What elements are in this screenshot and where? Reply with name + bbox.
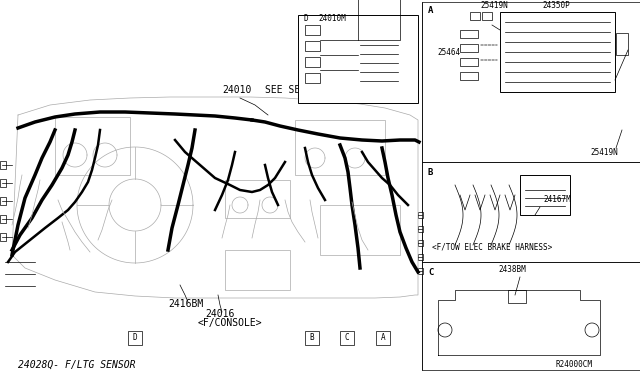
Bar	[460, 58, 478, 66]
Text: B: B	[310, 334, 314, 343]
Bar	[500, 12, 615, 92]
Text: A: A	[381, 334, 385, 343]
Bar	[305, 57, 320, 67]
Text: 24028Q- F/LTG SENSOR: 24028Q- F/LTG SENSOR	[18, 360, 136, 370]
Text: 24010: 24010	[222, 85, 252, 95]
Bar	[418, 268, 423, 274]
Text: 25419N: 25419N	[480, 1, 508, 10]
Bar	[0, 197, 6, 205]
Bar	[305, 25, 320, 35]
Text: 25464: 25464	[437, 48, 460, 57]
Bar	[460, 44, 478, 52]
Bar	[460, 72, 478, 80]
Bar	[225, 250, 290, 290]
Bar	[0, 179, 6, 187]
Bar	[470, 12, 480, 20]
Bar	[418, 240, 423, 246]
Text: B: B	[428, 168, 433, 177]
Bar	[0, 215, 6, 223]
Bar	[0, 233, 6, 241]
Bar	[418, 254, 423, 260]
Bar	[305, 41, 320, 51]
Text: A: A	[428, 6, 433, 15]
Bar	[55, 117, 130, 175]
Bar	[422, 262, 640, 370]
Text: 24016: 24016	[205, 309, 234, 319]
Text: D: D	[132, 334, 138, 343]
Bar	[422, 2, 640, 162]
Bar	[508, 290, 526, 303]
Bar	[0, 161, 6, 169]
Text: C: C	[428, 268, 433, 277]
Bar	[422, 162, 640, 262]
Text: 25419N: 25419N	[590, 148, 618, 157]
Text: 2438BM: 2438BM	[498, 265, 525, 274]
Bar	[616, 33, 628, 55]
Text: 24010M: 24010M	[318, 14, 346, 23]
Text: <F/CONSOLE>: <F/CONSOLE>	[198, 318, 262, 328]
Text: C: C	[345, 334, 349, 343]
Bar	[295, 120, 385, 175]
Bar	[460, 30, 478, 38]
Text: R24000CM: R24000CM	[555, 360, 592, 369]
Text: D: D	[303, 14, 308, 23]
Text: 2416BM: 2416BM	[168, 299, 204, 309]
Bar	[358, 0, 400, 40]
Bar	[482, 12, 492, 20]
Bar	[520, 175, 570, 215]
Bar	[305, 73, 320, 83]
Bar	[418, 226, 423, 232]
Bar	[305, 331, 319, 345]
Bar	[418, 212, 423, 218]
Text: SEE SEC.680: SEE SEC.680	[265, 85, 330, 95]
Bar	[376, 331, 390, 345]
Bar	[320, 205, 400, 255]
Text: <F/TOW ELEC BRAKE HARNESS>: <F/TOW ELEC BRAKE HARNESS>	[432, 242, 552, 251]
Bar	[340, 331, 354, 345]
Bar	[128, 331, 142, 345]
Text: 24167M: 24167M	[543, 195, 571, 204]
Text: 24350P: 24350P	[542, 1, 570, 10]
Bar	[225, 180, 290, 218]
Bar	[298, 15, 418, 103]
